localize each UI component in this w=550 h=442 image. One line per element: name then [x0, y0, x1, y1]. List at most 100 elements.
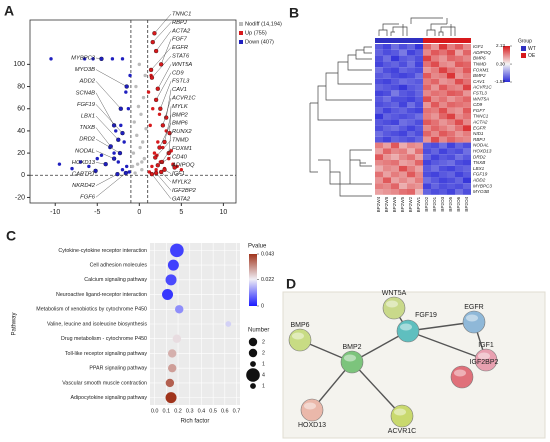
cell: [455, 148, 463, 155]
labeled-point: [111, 123, 117, 128]
x-tick-label: 0.3: [186, 408, 194, 414]
labeled-point: [159, 159, 165, 165]
column-label: BP2O2: [424, 196, 429, 211]
gene-label: FOXM1: [172, 146, 192, 152]
cell: [407, 125, 415, 131]
cell: [399, 183, 407, 189]
point: [157, 112, 162, 116]
cell: [455, 61, 463, 68]
color-tick-label: 0: [261, 303, 264, 309]
cell: [399, 44, 407, 50]
node-highlight: [386, 300, 398, 308]
category-label: Neuroactive ligand-receptor interaction: [56, 292, 147, 298]
cell: [423, 183, 431, 189]
cell: [463, 78, 471, 85]
cell: [383, 165, 391, 172]
cell: [407, 102, 415, 108]
y-tick-label: 0: [21, 172, 25, 179]
cell: [431, 113, 439, 120]
cell: [407, 160, 415, 166]
cell: [423, 61, 431, 68]
cell: [447, 44, 455, 50]
cell: [383, 131, 391, 137]
cell: [447, 113, 455, 120]
cell: [423, 131, 431, 137]
row-label: MYBPC3: [473, 183, 492, 188]
point: [82, 57, 87, 61]
legend-label: Nodiff (14,194): [245, 21, 282, 27]
point: [120, 57, 125, 61]
point: [95, 156, 99, 161]
leader-line: [151, 174, 172, 199]
category-label: PPAR signaling pathway: [89, 366, 147, 372]
row-label: NODAL: [473, 143, 489, 148]
cell: [431, 142, 439, 149]
point: [154, 168, 158, 172]
cell: [431, 160, 439, 166]
cell: [439, 171, 447, 178]
cell: [375, 154, 383, 160]
x-tick-label: 0.7: [233, 408, 241, 414]
node-label: ACVR1C: [388, 428, 416, 435]
point: [134, 84, 138, 89]
cell: [423, 90, 431, 97]
row-label: RBPJ: [473, 137, 485, 142]
point: [147, 170, 152, 174]
dot: [165, 378, 175, 388]
panel-label: C: [6, 228, 16, 244]
category-label: Vascular smooth muscle contraction: [62, 380, 147, 386]
gene-label: BMP6: [172, 121, 189, 127]
cell: [463, 183, 471, 189]
cell: [447, 154, 455, 160]
gene-label: IGF2BP2: [172, 188, 197, 194]
row-label: TNNC1: [473, 114, 489, 119]
cell: [415, 154, 423, 160]
node-label: BMP6: [290, 322, 309, 329]
point: [140, 168, 144, 172]
cell: [439, 67, 447, 73]
cell: [407, 55, 415, 62]
cell: [415, 102, 423, 108]
node-highlight: [344, 354, 356, 362]
cell: [463, 177, 471, 184]
cell: [447, 189, 455, 195]
cell: [423, 84, 431, 91]
y-axis-title: Pathway: [12, 312, 18, 335]
point: [156, 140, 160, 144]
cell: [431, 55, 439, 62]
cell: [399, 136, 407, 143]
cell: [399, 148, 407, 155]
cell: [439, 78, 447, 85]
cell: [391, 136, 399, 143]
cell: [447, 55, 455, 62]
category-label: Drug metabolism - cytochrome P450: [61, 336, 147, 342]
labeled-point: [115, 172, 120, 177]
cell: [407, 113, 415, 120]
cell: [463, 189, 471, 195]
cell: [383, 61, 391, 68]
leader-line: [95, 92, 115, 126]
cell: [439, 160, 447, 166]
x-tick-label: 0.6: [221, 408, 229, 414]
cell: [439, 107, 447, 114]
x-tick-label: 0.2: [174, 408, 182, 414]
cell: [383, 102, 391, 108]
x-tick-label: 0.4: [198, 408, 206, 414]
cell: [375, 131, 383, 137]
cell: [415, 55, 423, 62]
y-tick-label: 20: [17, 150, 25, 157]
y-tick-label: 100: [13, 61, 25, 68]
cell: [415, 113, 423, 120]
point: [99, 153, 104, 158]
point: [70, 166, 74, 171]
gene-label: TNMD: [172, 138, 189, 144]
cell: [463, 171, 471, 178]
category-label: Adipocytokine signaling pathway: [70, 395, 147, 401]
cell: [439, 183, 447, 189]
gene-label: LBX1: [81, 114, 95, 120]
row-label: ACTA2: [472, 120, 488, 125]
size-key: [248, 348, 258, 358]
cell: [455, 136, 463, 143]
cell: [439, 96, 447, 102]
gene-label: DRD2: [79, 137, 96, 143]
